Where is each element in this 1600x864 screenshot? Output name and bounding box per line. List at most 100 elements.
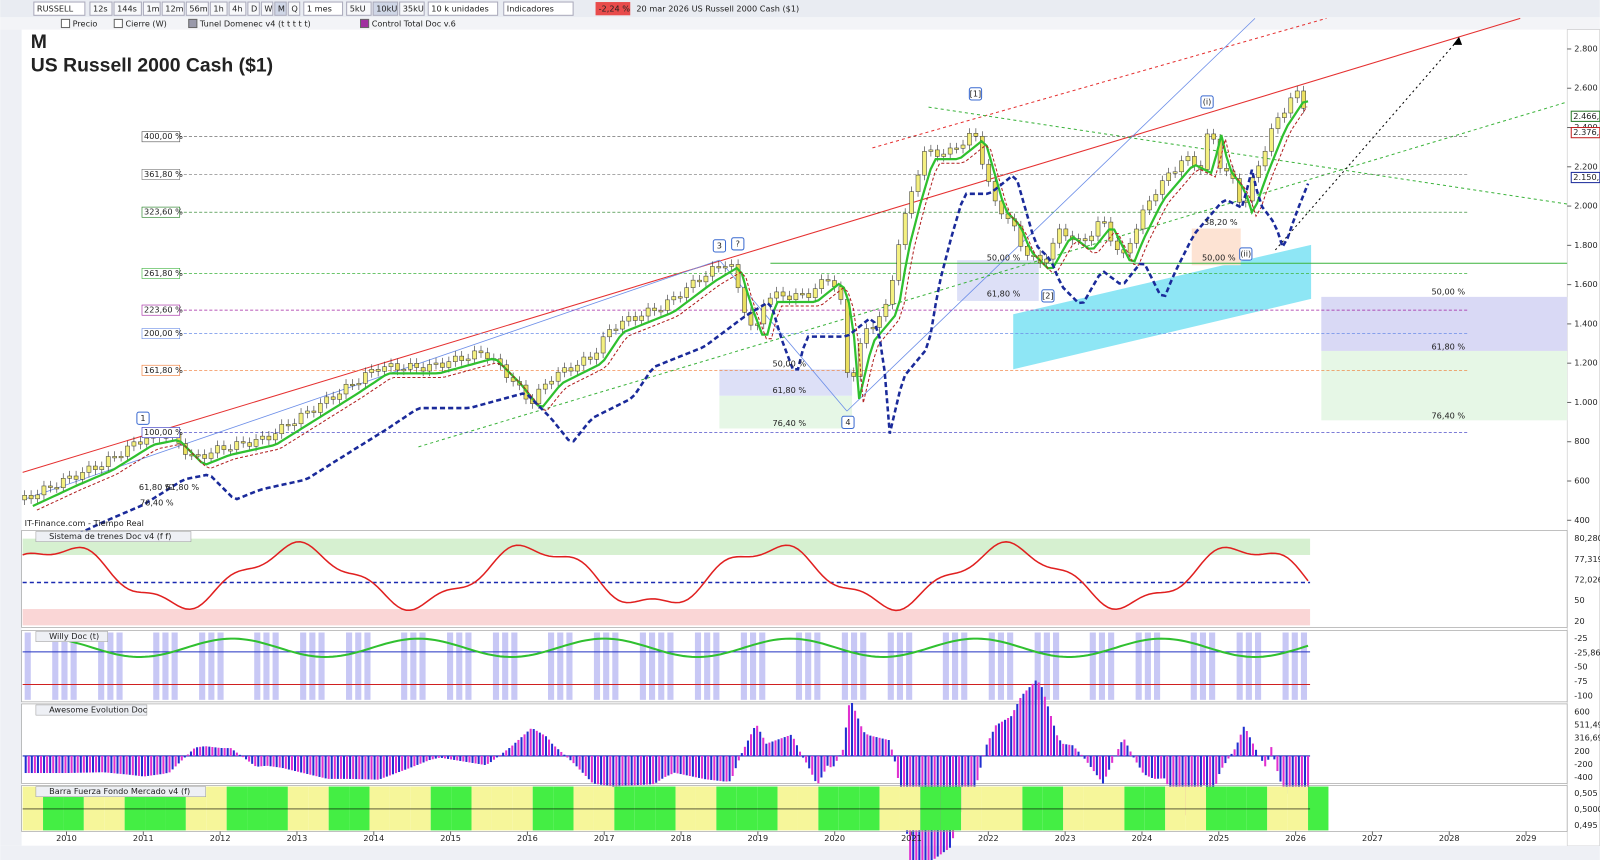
histogram-bar	[440, 755, 443, 758]
legend-swatch[interactable]	[188, 18, 198, 29]
interval-button-label[interactable]: 12s	[93, 4, 108, 14]
interval-button[interactable]	[113, 1, 142, 16]
legend-item[interactable]: Tunel Domenec v4 (t t t t t)	[199, 18, 311, 28]
symbol-select-label[interactable]: RUSSELL	[37, 4, 74, 14]
unit-button[interactable]	[399, 1, 425, 16]
histogram-bar	[342, 755, 346, 779]
histogram-bar	[1160, 755, 1163, 779]
histogram-bar	[566, 755, 569, 758]
price-tick-label: 1.000	[1574, 397, 1597, 407]
wave-box	[968, 87, 983, 101]
interval-button-label[interactable]: 12m	[165, 4, 183, 14]
fib-label: 223,60 %	[144, 305, 183, 315]
interval-button-label[interactable]: W	[264, 4, 272, 14]
interval-button-label[interactable]: 4h	[232, 4, 242, 14]
histogram-bar	[1105, 755, 1108, 777]
trendline	[418, 101, 1568, 448]
period-select-label[interactable]: 1 mes	[307, 4, 332, 14]
unit-button[interactable]	[346, 1, 372, 16]
candle-body	[549, 380, 554, 385]
candle-body	[684, 287, 689, 298]
interval-button[interactable]	[260, 1, 274, 16]
candle-body	[1282, 112, 1287, 118]
candle-body	[902, 213, 908, 245]
candle-body	[279, 424, 285, 434]
histogram-bar	[719, 755, 722, 782]
interval-button-label[interactable]: M	[278, 4, 285, 14]
histogram-bar	[1288, 755, 1291, 799]
candle-body	[247, 442, 252, 447]
histogram-bar	[1071, 745, 1074, 756]
fib-box	[141, 131, 181, 143]
oscillator	[22, 541, 1309, 612]
interval-button[interactable]	[274, 1, 287, 16]
histogram-bar	[208, 746, 211, 756]
willy-bar	[851, 632, 858, 700]
interval-button[interactable]	[89, 1, 113, 16]
fib-inner-label: 61,80 %	[772, 385, 806, 395]
interval-button[interactable]	[142, 1, 161, 16]
interval-button-label[interactable]: 1h	[213, 4, 223, 14]
candle-body	[1127, 242, 1133, 254]
willy-bar	[1153, 632, 1161, 700]
legend-item[interactable]: Cierre (W)	[125, 18, 166, 28]
interval-button[interactable]	[228, 1, 247, 16]
histogram-bar	[73, 755, 76, 773]
strength-bar	[287, 786, 309, 831]
histogram-bar	[309, 755, 312, 775]
panel-axis-label: -25	[1574, 633, 1587, 643]
legend-item[interactable]: Control Total Doc v.6	[372, 18, 456, 28]
interval-button[interactable]	[185, 1, 209, 16]
strength-bar	[1144, 786, 1166, 831]
wave-box	[1200, 95, 1214, 109]
histogram-bar	[835, 755, 838, 761]
interval-button-label[interactable]: 144s	[117, 4, 137, 14]
interval-button[interactable]	[209, 1, 228, 16]
histogram-bar	[101, 755, 104, 773]
units-select[interactable]	[427, 1, 499, 16]
candle-body	[1063, 228, 1069, 237]
legend-swatch[interactable]	[113, 18, 123, 29]
strength-bar	[797, 786, 819, 831]
histogram-bar	[58, 755, 61, 774]
interval-button[interactable]	[287, 1, 301, 16]
candle-body	[761, 304, 767, 325]
candle-body	[1095, 221, 1101, 237]
unit-button[interactable]	[372, 1, 399, 16]
unit-button-label[interactable]: 35kU	[403, 4, 424, 14]
interval-button-label[interactable]: 1m	[146, 4, 159, 14]
legend-swatch[interactable]	[360, 18, 370, 29]
fib-box	[141, 206, 181, 218]
interval-button-label[interactable]: 56m	[189, 4, 207, 14]
interval-button-label[interactable]: D	[251, 4, 257, 14]
units-select-label[interactable]: 10 k unidades	[431, 4, 489, 14]
legend-item[interactable]: Precio	[73, 18, 98, 28]
indicators-button[interactable]	[503, 1, 574, 16]
candle-body	[806, 293, 812, 298]
histogram-bar	[431, 755, 434, 760]
histogram-bar	[630, 755, 633, 786]
interval-button[interactable]	[247, 1, 260, 16]
unit-button-label[interactable]: 5kU	[350, 4, 366, 14]
candle-body	[48, 485, 53, 488]
unit-button-label[interactable]: 10kU	[376, 4, 397, 14]
willy-bar	[1089, 632, 1096, 700]
histogram-bar	[786, 735, 789, 756]
histogram-bar	[789, 734, 792, 756]
candle-body	[208, 452, 214, 459]
histogram-bar	[526, 731, 529, 756]
willy-bar	[364, 632, 371, 700]
symbol-select[interactable]	[33, 1, 86, 16]
strength-bar	[451, 786, 472, 831]
histogram-bar	[284, 755, 287, 769]
interval-button[interactable]	[161, 1, 185, 16]
indicators-button-label[interactable]: Indicadores	[507, 4, 554, 14]
histogram-bar	[1056, 735, 1059, 756]
strength-bar	[1022, 786, 1043, 831]
period-select[interactable]	[303, 1, 344, 16]
interval-button-label[interactable]: Q	[291, 4, 297, 14]
strength-bar	[716, 786, 737, 831]
change-badge	[595, 2, 631, 16]
strength-bar	[185, 786, 207, 831]
legend-swatch[interactable]	[60, 18, 71, 29]
